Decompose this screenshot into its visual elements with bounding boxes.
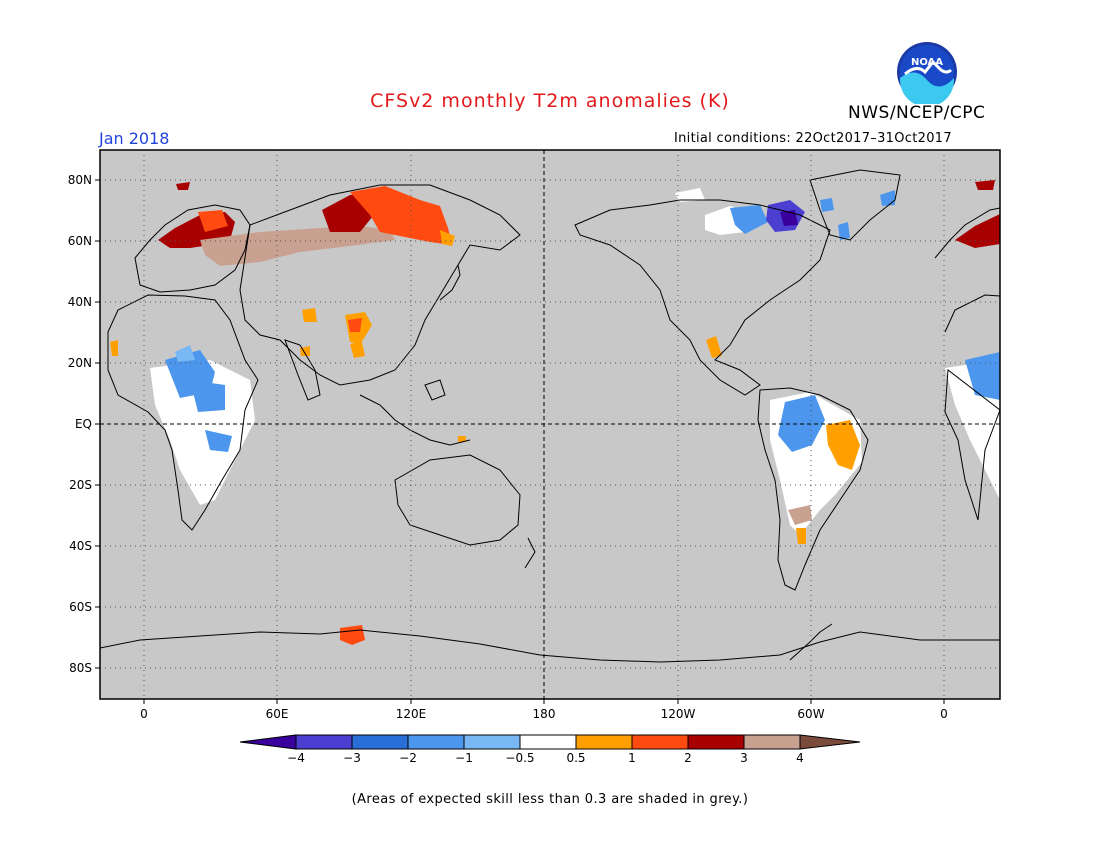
lon-label-180: 180 xyxy=(533,707,556,721)
footnote: (Areas of expected skill less than 0.3 a… xyxy=(351,792,749,807)
gridlines xyxy=(100,150,1000,699)
equator-dateline xyxy=(100,150,1000,699)
colorbar-swatch xyxy=(631,734,689,750)
initial-conditions: Initial conditions: 22Oct2017–31Oct2017 xyxy=(674,131,952,146)
colorbar-swatch xyxy=(519,734,577,750)
brazil-warm-region xyxy=(826,420,860,470)
lon-label-120e: 120E xyxy=(396,707,427,721)
lat-label-40s: 40S xyxy=(69,539,92,553)
noaa-logo: NOAA xyxy=(895,40,959,108)
coastlines xyxy=(100,169,1000,663)
colorbar-swatch xyxy=(799,734,861,750)
colorbar-swatch xyxy=(463,734,521,750)
lat-label-eq: EQ xyxy=(75,417,92,431)
logo-text: NOAA xyxy=(911,57,943,68)
lat-label-20s: 20S xyxy=(69,478,92,492)
canada-cool-region xyxy=(730,205,768,234)
colorbar-label: −1 xyxy=(455,751,473,765)
colorbar-swatch xyxy=(407,734,465,750)
lon-label-120w: 120W xyxy=(661,707,696,721)
lat-label-60n: 60N xyxy=(68,234,92,248)
colorbar-label: −0.5 xyxy=(505,751,534,765)
lat-label-80s: 80S xyxy=(69,661,92,675)
colorbar-swatch xyxy=(295,734,353,750)
colorbar-swatch xyxy=(239,734,297,750)
agency-label: NWS/NCEP/CPC xyxy=(848,103,986,123)
lat-label-20n: 20N xyxy=(68,356,92,370)
lat-label-80n: 80N xyxy=(68,173,92,187)
colorbar-swatch xyxy=(687,734,745,750)
lon-label-0-right: 0 xyxy=(940,707,948,721)
colorbar-swatch xyxy=(575,734,633,750)
chart-title: CFSv2 monthly T2m anomalies (K) xyxy=(370,90,730,112)
lat-label-40n: 40N xyxy=(68,295,92,309)
colorbar-swatch xyxy=(351,734,409,750)
lat-label-60s: 60S xyxy=(69,600,92,614)
colorbar-swatch xyxy=(743,734,801,750)
colorbar-label: 2 xyxy=(684,751,692,765)
forecast-month: Jan 2018 xyxy=(99,129,170,148)
colorbar-label: −2 xyxy=(399,751,417,765)
colorbar-label: 3 xyxy=(740,751,748,765)
lon-label-60w: 60W xyxy=(797,707,824,721)
anomaly-shading xyxy=(110,180,1000,645)
colorbar-label: −3 xyxy=(343,751,361,765)
colorbar-label: −4 xyxy=(287,751,305,765)
colorbar xyxy=(239,734,861,750)
colorbar-label: 4 xyxy=(796,751,804,765)
colorbar-label: 0.5 xyxy=(566,751,585,765)
lon-label-60e: 60E xyxy=(266,707,289,721)
colorbar-label: 1 xyxy=(628,751,636,765)
lon-label-0: 0 xyxy=(140,707,148,721)
